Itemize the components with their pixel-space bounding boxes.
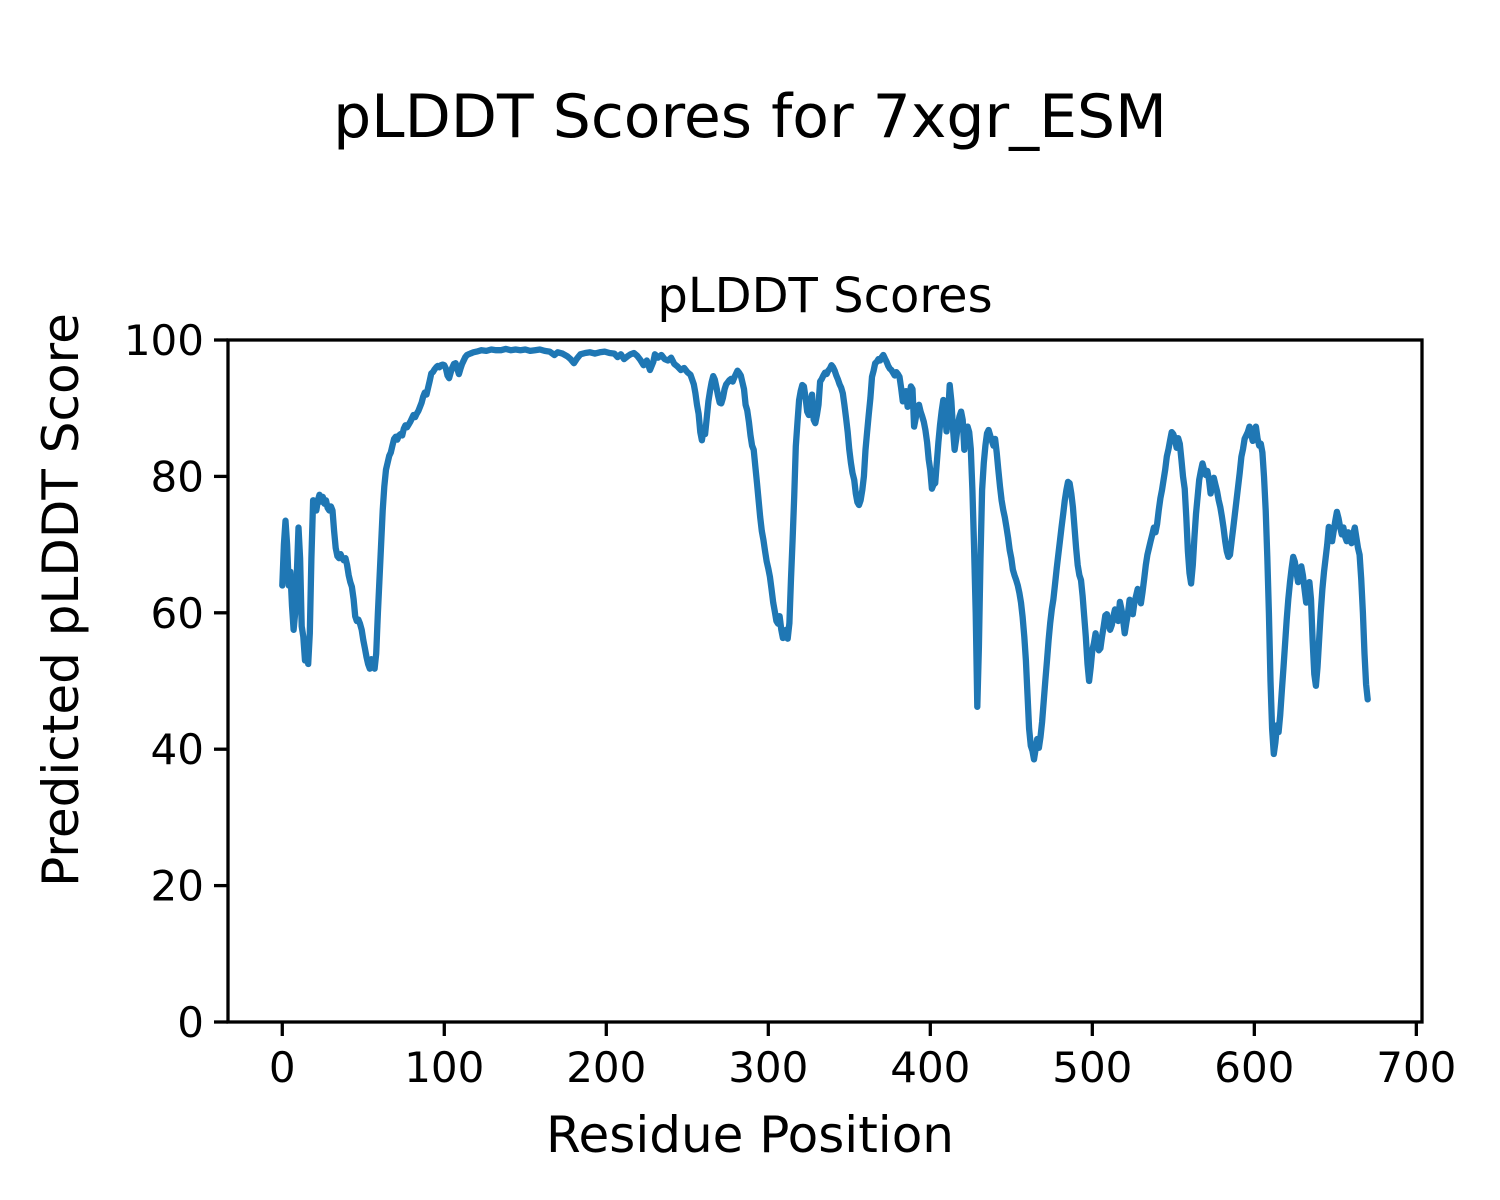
x-axis-label: Residue Position: [546, 1106, 954, 1164]
y-tick-label: 40: [151, 725, 204, 774]
y-axis-ticks: 0 20 40 60 80 100: [124, 316, 228, 1047]
x-tick-label: 100: [404, 1043, 484, 1092]
x-tick-label: 0: [269, 1043, 296, 1092]
x-tick-label: 700: [1376, 1043, 1456, 1092]
y-tick-label: 20: [151, 862, 204, 911]
x-tick-label: 500: [1052, 1043, 1132, 1092]
y-axis-label: Predicted pLDDT Score: [32, 313, 90, 887]
y-tick-label: 60: [151, 589, 204, 638]
figure-suptitle: pLDDT Scores for 7xgr_ESM: [333, 82, 1167, 152]
y-tick-label: 0: [177, 998, 204, 1047]
x-tick-label: 400: [890, 1043, 970, 1092]
x-tick-label: 200: [566, 1043, 646, 1092]
y-tick-label: 100: [124, 316, 204, 365]
axes-title: pLDDT Scores: [657, 268, 992, 324]
y-tick-label: 80: [151, 452, 204, 501]
x-tick-label: 600: [1214, 1043, 1294, 1092]
x-axis-ticks: 0 100 200 300 400 500 600 700: [269, 1022, 1456, 1092]
plot-border: [226, 338, 1424, 1024]
plddt-line-series: [279, 345, 1371, 763]
x-tick-label: 300: [728, 1043, 808, 1092]
